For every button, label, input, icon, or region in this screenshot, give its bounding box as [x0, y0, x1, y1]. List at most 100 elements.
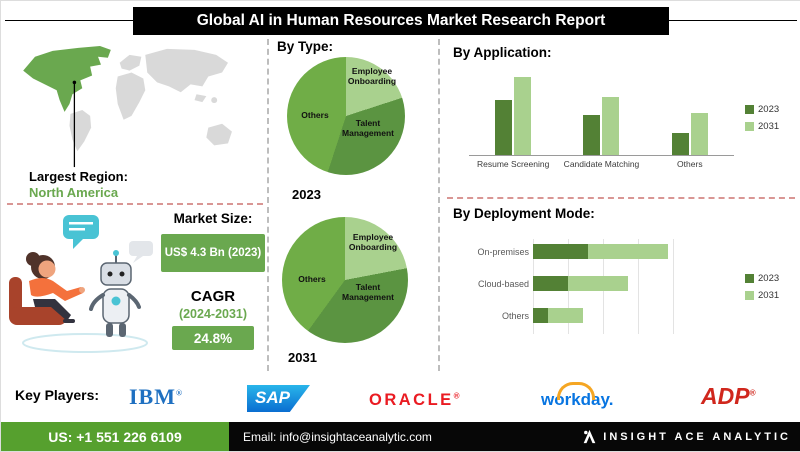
deployment-legend: 2023 2031: [745, 273, 779, 301]
divider-left-horizontal: [7, 203, 263, 205]
legend-swatch-2031: [745, 291, 754, 300]
adp-logo: ADP®: [701, 383, 755, 410]
region-marker: [72, 80, 77, 85]
pie-label-others: Others: [298, 274, 326, 284]
registered-mark: ®: [176, 388, 183, 398]
pie-year-2031: 2031: [288, 350, 317, 365]
oracle-logo: ORACLE®: [369, 391, 462, 410]
legend-label-2031: 2031: [758, 121, 780, 132]
legend-item-2023: 2023: [745, 104, 779, 115]
deployment-category-label: Cloud-based: [477, 278, 529, 289]
workday-arc-icon: [557, 382, 595, 400]
application-category-label: Candidate Matching: [563, 159, 640, 169]
pie-chart-2023: Employee Onboarding Talent Management Ot…: [287, 57, 405, 175]
cagr-period: (2024-2031): [178, 307, 248, 321]
ibm-logo: IBM®: [129, 384, 183, 410]
map-sea-islands: [194, 94, 207, 103]
bar-2023: [583, 115, 601, 155]
world-map: [23, 45, 232, 168]
bar-2023: [671, 133, 689, 155]
registered-mark: ®: [749, 388, 756, 398]
deployment-row: Cloud-based: [453, 276, 743, 291]
footer-bar: Email: info@insightaceanalytic.com INSIG…: [229, 422, 800, 451]
bar-2031: [514, 77, 532, 155]
largest-region-value: North America: [29, 185, 119, 200]
application-bar-group: Candidate Matching: [564, 63, 639, 169]
legend-label-2023: 2023: [758, 104, 780, 115]
pie-chart-2031: Employee Onboarding Talent Management Ot…: [282, 217, 408, 343]
deployment-row: Others: [453, 308, 743, 323]
brand-name: INSIGHT ACE ANALYTIC: [603, 430, 791, 443]
bar-2031: [602, 97, 620, 155]
sap-logo-text: SAP: [255, 388, 290, 407]
legend-label-2023: 2023: [758, 273, 780, 284]
application-category-label: Resume Screening: [477, 159, 550, 169]
pie-year-2023: 2023: [292, 187, 321, 202]
pie-2031: [282, 217, 408, 343]
legend-item-2031: 2031: [745, 290, 779, 301]
pie-label-talent-management: Talent Management: [342, 118, 394, 138]
segment-2023: [533, 276, 568, 291]
deployment-category-label: On-premises: [477, 246, 529, 257]
legend-label-2031: 2031: [758, 290, 780, 301]
phone-banner: US: +1 551 226 6109: [1, 422, 229, 451]
legend-item-2023: 2023: [745, 273, 779, 284]
divider-vertical-2: [438, 39, 440, 371]
segment-2023: [533, 308, 548, 323]
largest-region-label: Largest Region:: [29, 169, 128, 184]
market-size-block: Market Size: US$ 4.3 Bn (2023) CAGR (202…: [159, 211, 267, 350]
illustration-woman-robot: [9, 215, 153, 353]
registered-mark: ®: [453, 391, 463, 401]
key-players-label: Key Players:: [15, 387, 100, 403]
by-type-heading: By Type:: [277, 39, 334, 54]
application-category-label: Others: [677, 159, 703, 169]
map-europe: [119, 54, 142, 71]
sap-logo: SAP: [247, 385, 310, 412]
pie-label-talent-management: Talent Management: [342, 282, 394, 302]
deployment-bar: [533, 244, 668, 259]
deployment-bar: [533, 308, 583, 323]
market-size-badge: US$ 4.3 Bn (2023): [161, 234, 265, 272]
by-deployment-heading: By Deployment Mode:: [453, 206, 595, 221]
pie-2023: [287, 57, 405, 175]
legend-swatch-2031: [745, 122, 754, 131]
segment-2031: [548, 308, 583, 323]
legend-item-2031: 2031: [745, 121, 779, 132]
map-asia: [145, 48, 228, 93]
application-bar-group: Resume Screening: [477, 63, 549, 169]
cagr-value-badge: 24.8%: [172, 326, 254, 350]
ibm-logo-text: IBM: [129, 384, 176, 409]
insightace-logo-icon: [583, 429, 596, 444]
map-africa: [115, 72, 146, 120]
application-bar-group: Others: [671, 63, 708, 169]
pie-label-employee-onboarding: Employee Onboarding: [348, 232, 398, 252]
brand-lockup: INSIGHT ACE ANALYTIC: [582, 429, 791, 444]
deployment-bar-chart: On-premises Cloud-based Others: [453, 244, 743, 340]
divider-vertical-1: [267, 39, 269, 371]
application-legend: 2023 2031: [745, 104, 779, 132]
oracle-logo-text: ORACLE: [369, 391, 454, 409]
email-text: Email: info@insightaceanalytic.com: [243, 429, 432, 444]
map-south-america: [69, 109, 92, 152]
workday-logo: workday.: [541, 382, 613, 410]
legend-swatch-2023: [745, 274, 754, 283]
application-bar-chart: Resume Screening Candidate Matching Others: [469, 63, 734, 169]
map-australia: [206, 123, 232, 146]
deployment-row: On-premises: [453, 244, 743, 259]
bar-2031: [690, 113, 708, 155]
segment-2023: [533, 244, 588, 259]
adp-logo-text: ADP: [701, 383, 750, 409]
pie-label-others: Others: [301, 110, 329, 120]
deployment-bar: [533, 276, 628, 291]
report-title: Global AI in Human Resources Market Rese…: [133, 7, 669, 35]
bar-2023: [495, 100, 513, 155]
market-size-label: Market Size:: [173, 211, 253, 226]
cagr-label: CAGR: [190, 288, 236, 305]
pie-label-employee-onboarding: Employee Onboarding: [347, 66, 397, 86]
legend-swatch-2023: [745, 105, 754, 114]
by-application-heading: By Application:: [453, 45, 552, 60]
segment-2031: [588, 244, 668, 259]
map-north-america: [23, 45, 111, 112]
divider-right-horizontal: [447, 197, 795, 199]
